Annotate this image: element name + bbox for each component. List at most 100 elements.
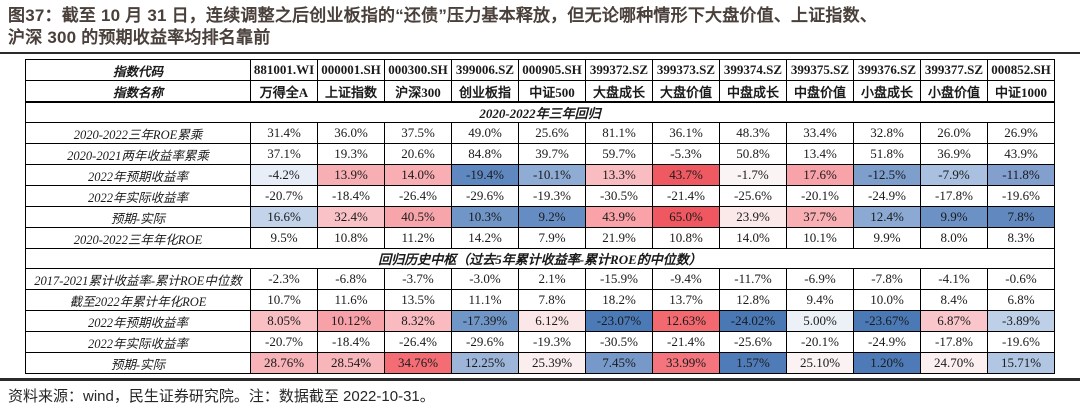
cell: 7.8% (987, 206, 1055, 228)
row-label: 指数代码 (25, 59, 251, 81)
cell: 43.7% (652, 164, 720, 186)
cell: -24.02% (719, 310, 787, 332)
cell: 9.9% (920, 206, 988, 228)
row-label: 2020-2022三年ROE累乘 (25, 122, 251, 144)
cell: -15.9% (585, 268, 653, 290)
source-note: 资料来源：wind，民生证券研究院。注：数据截至 2022-10-31。 (8, 388, 435, 405)
cell: -12.5% (853, 164, 921, 186)
row-label: 2020-2021两年收益率累乘 (25, 143, 251, 165)
cell: 37.1% (250, 143, 318, 165)
table-row: 2022年实际收益率 -20.7% -18.4% -26.4% -29.6% -19.3%… (25, 185, 1055, 207)
cell: -19.3% (518, 185, 586, 207)
cell: -21.4% (652, 185, 720, 207)
cell: 10.0% (853, 289, 921, 311)
row-label: 2022年预期收益率 (25, 310, 251, 332)
cell: -30.5% (585, 185, 653, 207)
cell: -19.3% (518, 331, 586, 353)
cell: 万得全A (250, 80, 318, 103)
cell: -17.8% (920, 185, 988, 207)
cell: 14.2% (451, 227, 519, 249)
cell: 14.0% (384, 164, 452, 186)
cell: -17.8% (920, 331, 988, 353)
cell: 8.0% (920, 227, 988, 249)
cell: 1.20% (853, 352, 921, 374)
table-row: 2020-2022三年ROE累乘 31.4% 36.0% 37.5% 49.0% 25.6… (25, 122, 1055, 144)
cell: 16.6% (250, 206, 318, 228)
cell: 399006.SZ (451, 59, 519, 81)
cell: 13.4% (786, 143, 854, 165)
cell: 399373.SZ (652, 59, 720, 81)
cell: 9.4% (786, 289, 854, 311)
cell: 37.5% (384, 122, 452, 144)
row-label: 2022年实际收益率 (25, 185, 251, 207)
section-header: 2020-2022年三年回归 (25, 101, 1055, 123)
cell: -7.9% (920, 164, 988, 186)
cell: -4.2% (250, 164, 318, 186)
cell: 10.3% (451, 206, 519, 228)
cell: 7.45% (585, 352, 653, 374)
cell: 13.5% (384, 289, 452, 311)
cell: 13.7% (652, 289, 720, 311)
cell: 8.05% (250, 310, 318, 332)
cell: 39.7% (518, 143, 586, 165)
cell: 49.0% (451, 122, 519, 144)
cell: 50.8% (719, 143, 787, 165)
cell: 23.9% (719, 206, 787, 228)
table-row: 指数名称 万得全A 上证指数 沪深300 创业板指 中证500 大盘成长 大盘价值 中盘成长 中盘… (25, 80, 1055, 103)
cell: 8.32% (384, 310, 452, 332)
table-row: 2017-2021累计收益率-累计ROE中位数 -2.3% -6.8% -3.7% -3… (25, 268, 1055, 290)
table-row: 2020-2022年三年回归 (25, 101, 1055, 123)
cell: -23.67% (853, 310, 921, 332)
table-row: 预期-实际 16.6% 32.4% 40.5% 10.3% 9.2% 43.9% 65.0% 2… (25, 206, 1055, 228)
row-label: 2020-2022三年年化ROE (25, 227, 251, 249)
cell: 59.7% (585, 143, 653, 165)
cell: -19.6% (987, 331, 1055, 353)
row-label: 2022年预期收益率 (25, 164, 251, 186)
cell: 中盘价值 (786, 80, 854, 103)
cell: 8.3% (987, 227, 1055, 249)
cell: -20.7% (250, 185, 318, 207)
cell: 31.4% (250, 122, 318, 144)
cell: 小盘价值 (920, 80, 988, 103)
cell: -2.3% (250, 268, 318, 290)
cell: 10.12% (317, 310, 385, 332)
table-row: 2022年预期收益率 -4.2% 13.9% 14.0% -19.4% -10.1% 13.… (25, 164, 1055, 186)
cell: 沪深300 (384, 80, 452, 103)
cell: 13.3% (585, 164, 653, 186)
cell: -23.07% (585, 310, 653, 332)
cell: 25.39% (518, 352, 586, 374)
cell: -25.6% (719, 331, 787, 353)
cell: -1.7% (719, 164, 787, 186)
cell: -6.9% (786, 268, 854, 290)
cell: 中盘成长 (719, 80, 787, 103)
cell: 881001.WI (250, 59, 318, 81)
table-row: 2022年预期收益率 8.05% 10.12% 8.32% -17.39% 6.12% -2… (25, 310, 1055, 332)
cell: -29.6% (451, 331, 519, 353)
cell: -18.4% (317, 331, 385, 353)
cell: 43.9% (585, 206, 653, 228)
cell: 11.1% (451, 289, 519, 311)
cell: 5.00% (786, 310, 854, 332)
cell: 28.76% (250, 352, 318, 374)
cell: 20.6% (384, 143, 452, 165)
cell: 7.9% (518, 227, 586, 249)
cell: 12.8% (719, 289, 787, 311)
table-row: 回归历史中枢（过去5年累计收益率-累计ROE的中位数） (25, 248, 1055, 269)
cell: 399372.SZ (585, 59, 653, 81)
cell: 14.0% (719, 227, 787, 249)
cell: -26.4% (384, 185, 452, 207)
cell: -29.6% (451, 185, 519, 207)
cell: -19.6% (987, 185, 1055, 207)
table-row: 2020-2022三年年化ROE 9.5% 10.8% 11.2% 14.2% 7.9% 2… (25, 227, 1055, 249)
cell: 大盘成长 (585, 80, 653, 103)
cell: 2.1% (518, 268, 586, 290)
cell: 12.63% (652, 310, 720, 332)
cell: -11.7% (719, 268, 787, 290)
figure-title-line1: 图37：截至 10 月 31 日，连续调整之后创业板指的“还债”压力基本释放，但… (8, 6, 878, 25)
cell: 000300.SH (384, 59, 452, 81)
cell: 399376.SZ (853, 59, 921, 81)
cell: 36.9% (920, 143, 988, 165)
cell: -3.89% (987, 310, 1055, 332)
row-label: 指数名称 (25, 80, 251, 103)
cell: 17.6% (786, 164, 854, 186)
